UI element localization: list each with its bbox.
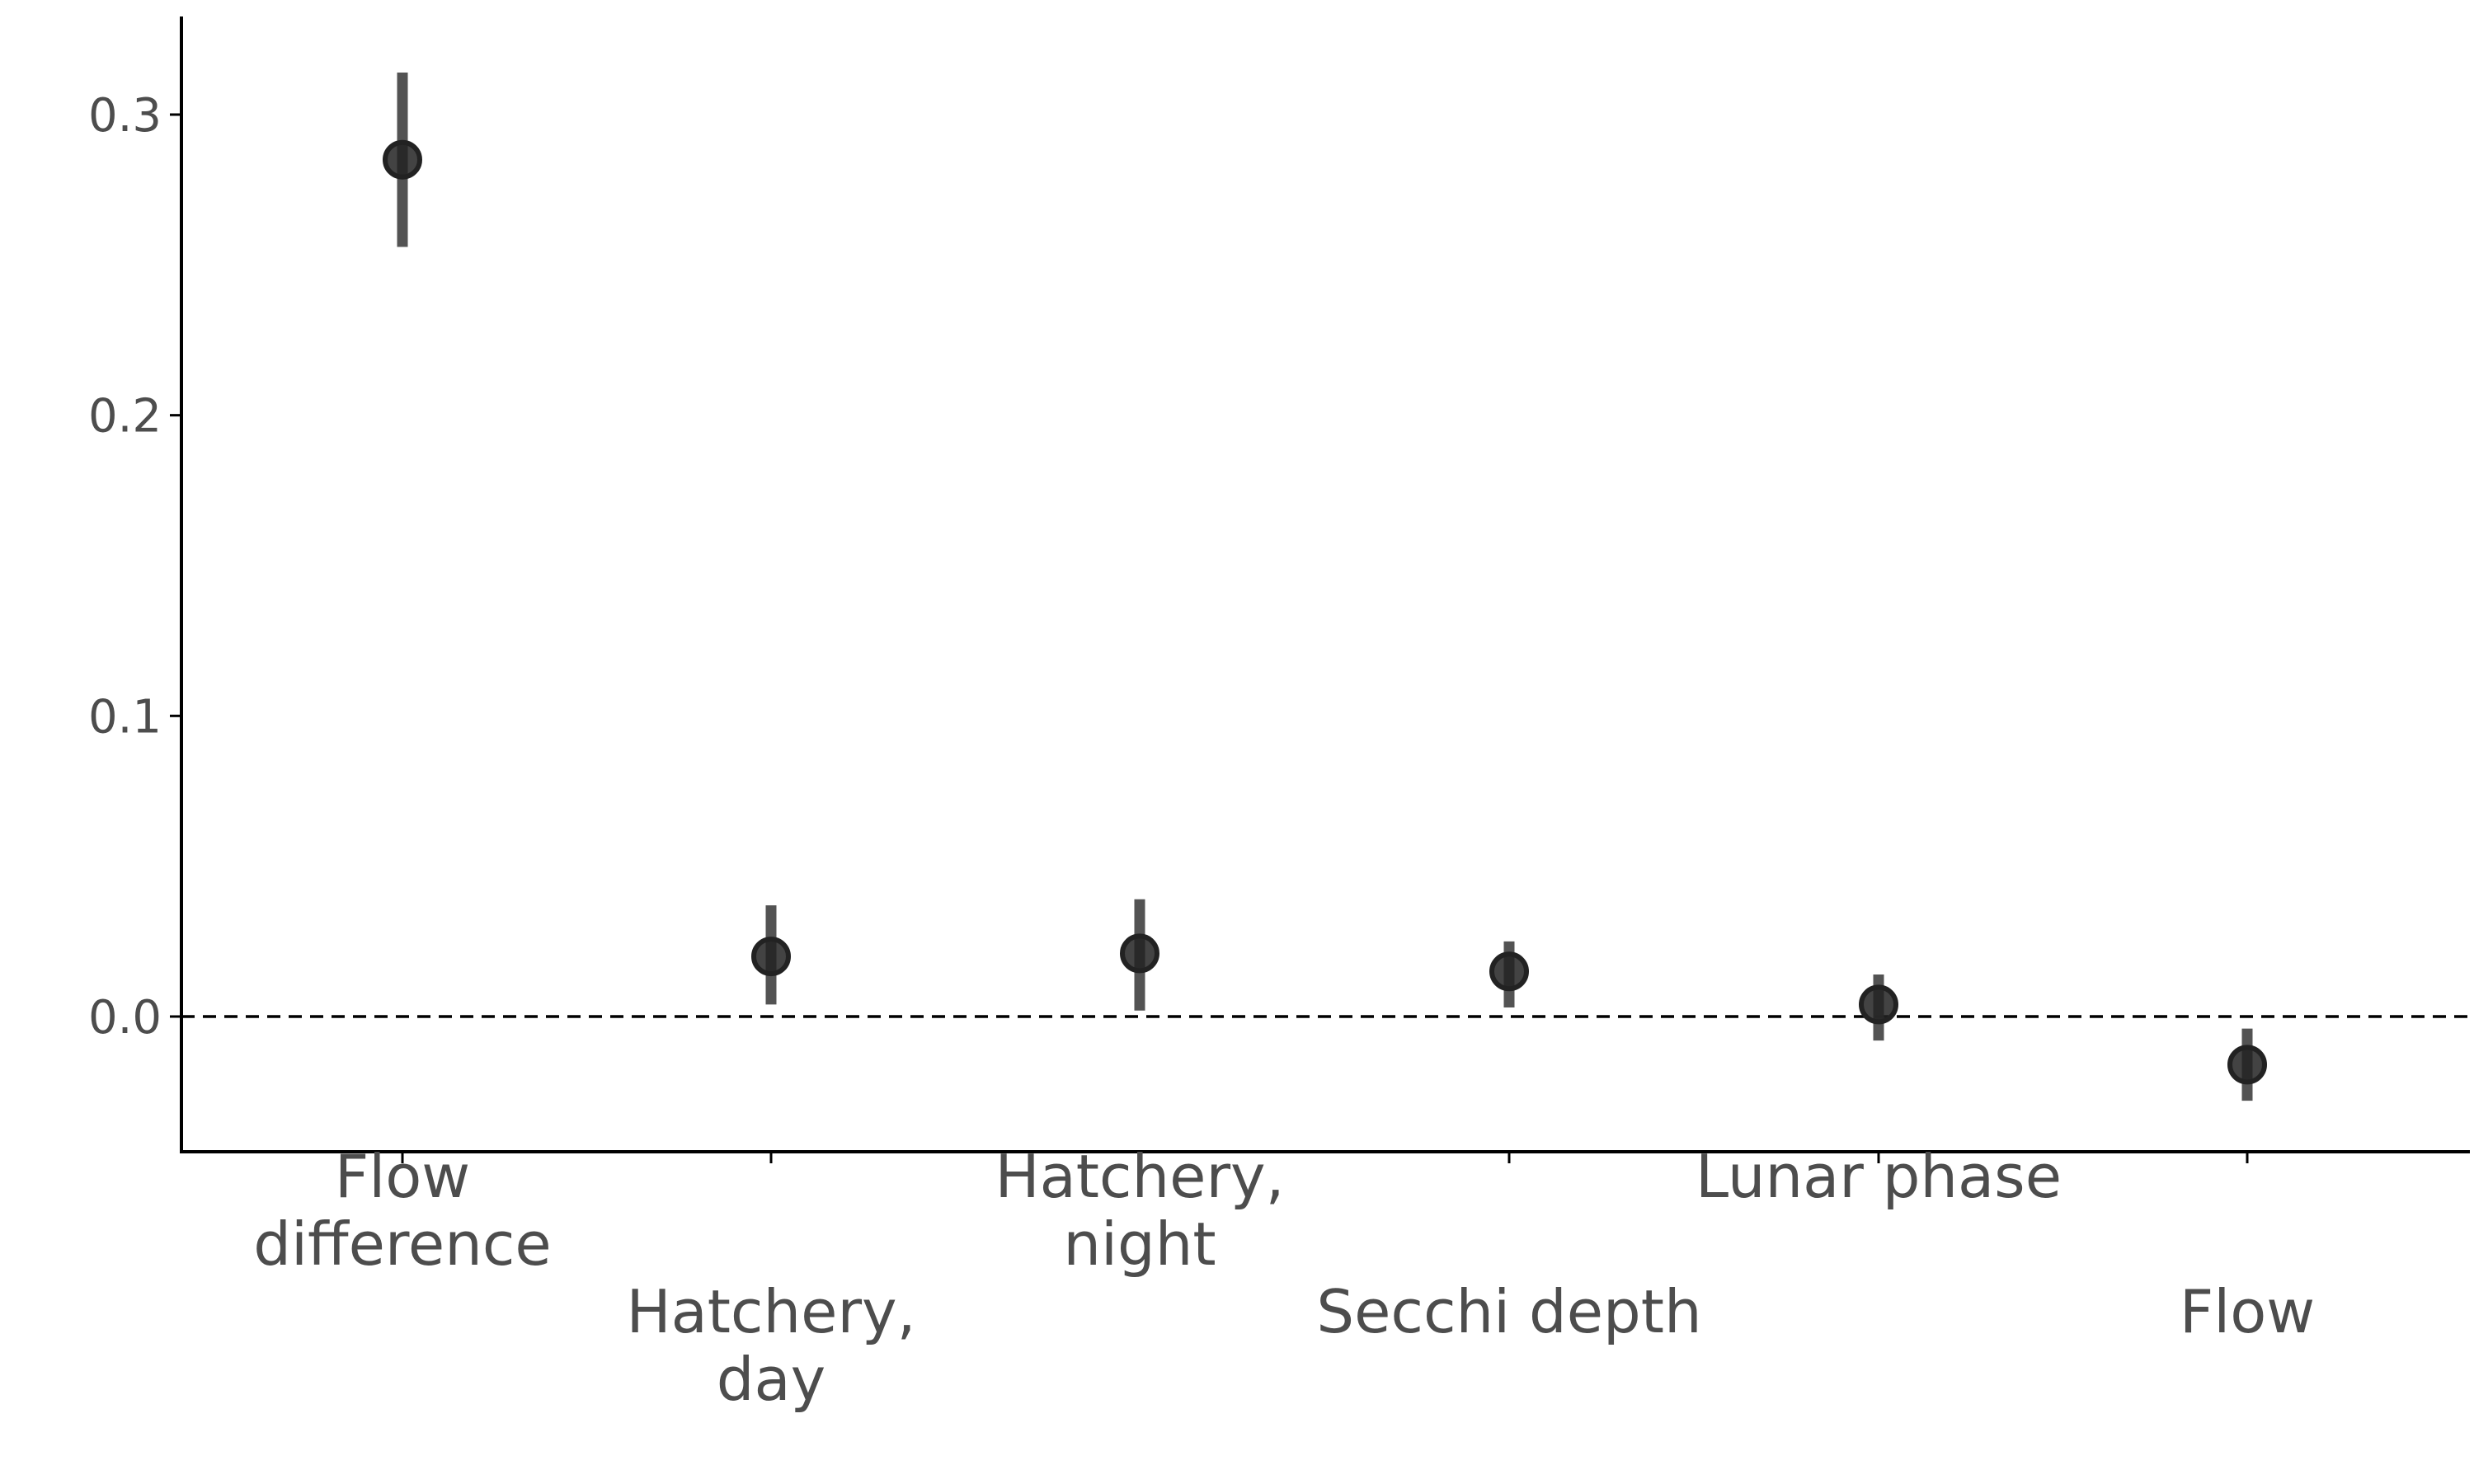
x-tick-label: Hatchery, night: [995, 1142, 1284, 1279]
data-point: [1489, 951, 1529, 992]
points-group: [383, 139, 2267, 1085]
x-tick-label-line: night: [1063, 1209, 1216, 1279]
x-tick-label: Secchi depth: [1316, 1277, 1701, 1346]
y-tick-labels-group: 0.0 0.1 0.2 0.3: [88, 89, 162, 1045]
x-tick-label-line: Lunar phase: [1696, 1142, 2062, 1211]
error-bars-group: [397, 72, 2253, 1101]
x-tick-label-line: Flow: [335, 1142, 470, 1211]
x-tick-label-line: difference: [253, 1209, 551, 1279]
x-tick-label-line: Hatchery,: [626, 1277, 915, 1346]
y-tick-label: 0.1: [88, 690, 162, 744]
data-point: [2227, 1045, 2267, 1085]
y-tick-label: 0.3: [88, 89, 162, 143]
data-point: [751, 937, 791, 977]
x-tick-label-line: Hatchery,: [995, 1142, 1284, 1211]
data-point: [1859, 984, 1898, 1025]
x-tick-label-line: Flow: [2180, 1277, 2315, 1346]
axes-group: [170, 16, 2470, 1163]
x-tick-label: Lunar phase: [1696, 1142, 2062, 1211]
y-tick-label: 0.2: [88, 390, 162, 444]
data-point: [1120, 933, 1159, 974]
data-point: [383, 139, 422, 180]
y-tick-label: 0.0: [88, 991, 162, 1045]
x-tick-label: Flow difference: [253, 1142, 551, 1279]
x-tick-label-line: Secchi depth: [1316, 1277, 1701, 1346]
x-tick-label-line: day: [717, 1345, 825, 1414]
x-tick-label: Flow: [2180, 1277, 2315, 1346]
x-tick-label: Hatchery, day: [626, 1277, 915, 1414]
